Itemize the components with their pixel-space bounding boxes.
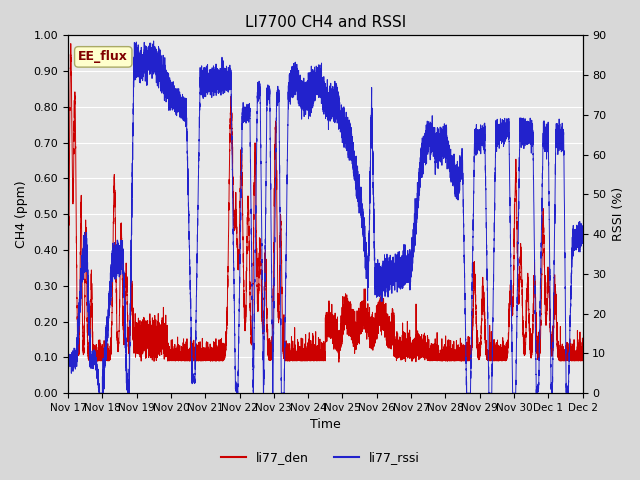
li77_rssi: [525, 133, 533, 139]
Title: LI7700 CH4 and RSSI: LI7700 CH4 and RSSI: [244, 15, 406, 30]
Y-axis label: CH4 (ppm): CH4 (ppm): [15, 180, 28, 248]
li77_den: [579, 357, 586, 363]
li77_den: [335, 360, 343, 365]
li77_rssi: [296, 84, 303, 89]
li77_rssi: [572, 238, 579, 243]
li77_rssi: [393, 277, 401, 283]
li77_den: [525, 335, 533, 340]
li77_rssi: [150, 38, 157, 44]
li77_den: [67, 41, 75, 47]
li77_rssi: [578, 237, 586, 242]
li77_rssi: [95, 390, 103, 396]
Y-axis label: RSSI (%): RSSI (%): [612, 187, 625, 241]
li77_den: [511, 182, 519, 188]
li77_rssi: [511, 390, 519, 396]
X-axis label: Time: Time: [310, 419, 340, 432]
li77_den: [572, 352, 579, 358]
li77_den: [64, 305, 72, 311]
Line: li77_rssi: li77_rssi: [68, 41, 582, 393]
li77_den: [393, 348, 401, 353]
li77_rssi: [579, 240, 586, 246]
Legend: li77_den, li77_rssi: li77_den, li77_rssi: [216, 446, 424, 469]
li77_rssi: [64, 367, 72, 373]
li77_den: [578, 355, 586, 361]
li77_den: [296, 356, 303, 362]
Text: EE_flux: EE_flux: [78, 50, 128, 63]
Line: li77_den: li77_den: [68, 44, 582, 362]
